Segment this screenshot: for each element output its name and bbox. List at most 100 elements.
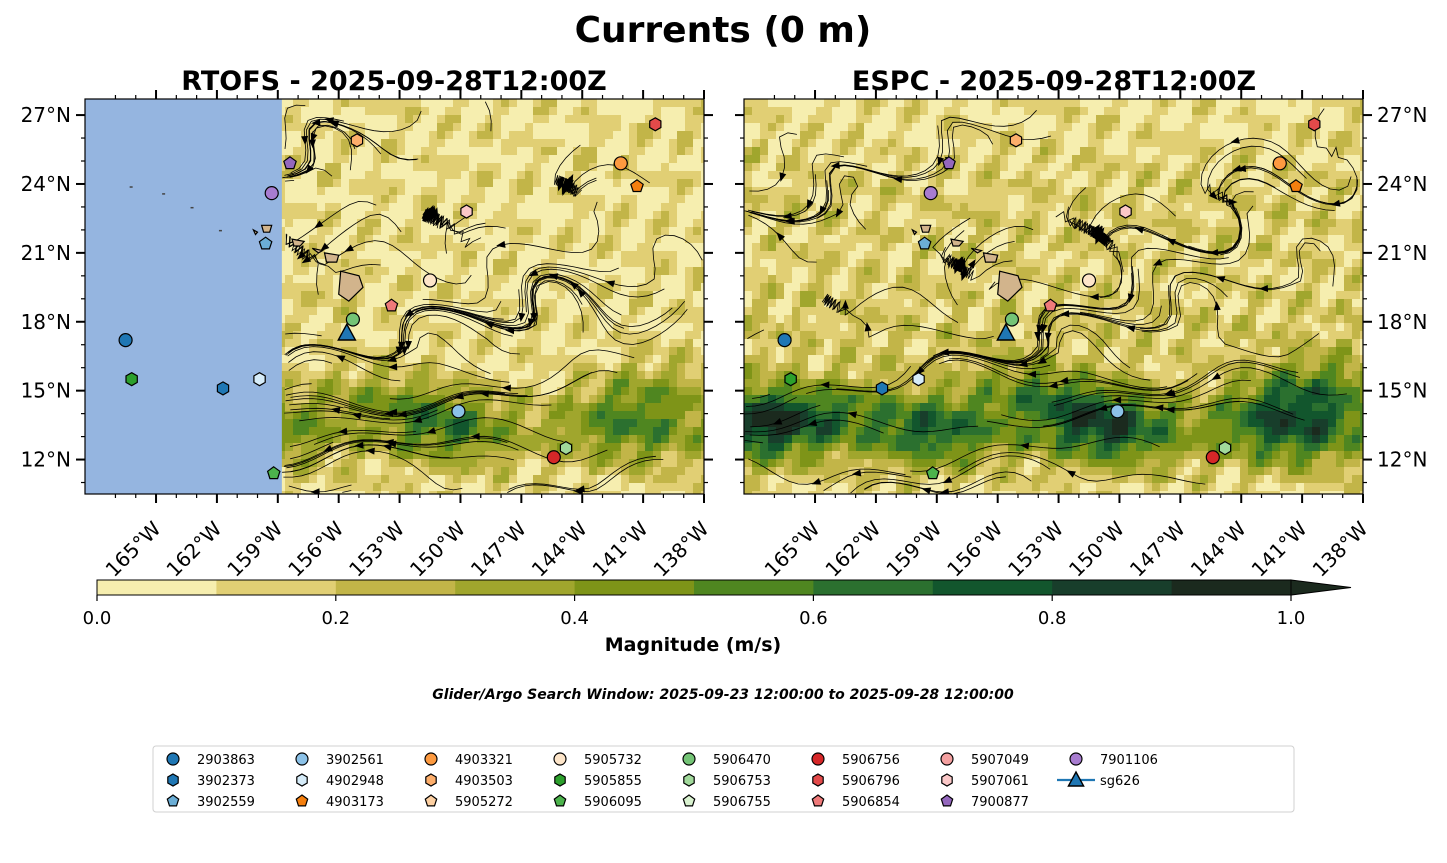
island-shape xyxy=(291,238,306,247)
island-shape xyxy=(338,270,364,302)
rtofs-ytick-label: 12°N xyxy=(21,448,71,472)
pentagon-marker-icon xyxy=(295,794,309,807)
colorbar-tick-label: 0.2 xyxy=(321,608,350,629)
circle-marker-icon xyxy=(424,752,438,766)
hexagon-marker-icon xyxy=(941,773,953,787)
island-shape xyxy=(252,228,259,236)
espc-ytick-label: 27°N xyxy=(1377,103,1427,127)
colorbar-segment xyxy=(455,580,576,595)
espc-map-area xyxy=(744,99,1363,494)
pentagon-marker-icon xyxy=(283,156,297,170)
circle-marker-icon xyxy=(422,273,438,288)
colorbar-tick-label: 0.4 xyxy=(560,608,589,629)
legend-item: 4903503 xyxy=(425,773,513,789)
legend-label: 5906753 xyxy=(713,774,771,789)
pentagon-marker-icon xyxy=(917,236,932,250)
circle-marker-icon xyxy=(1069,752,1083,766)
legend-item: 7900877 xyxy=(940,794,1029,810)
legend-label: 7901106 xyxy=(1100,753,1158,768)
circle-marker-icon xyxy=(1004,312,1019,327)
obs-marker-5906854 xyxy=(1043,298,1058,312)
rtofs-streamlines xyxy=(282,101,703,494)
hexagon-marker-icon xyxy=(425,773,437,787)
obs-marker-4903503 xyxy=(1009,133,1023,148)
hexagon-marker-icon xyxy=(1119,204,1132,219)
obs-marker-2903863 xyxy=(777,333,792,348)
espc-xtick-label: 162°W xyxy=(820,516,885,581)
legend: 2903863 3902373 3902559 3902561 4902948 49031… xyxy=(152,745,1295,813)
rtofs-ytick-label: 27°N xyxy=(21,103,71,127)
obs-marker-4903173 xyxy=(630,179,644,193)
rtofs-ytick-label: 15°N xyxy=(21,379,71,403)
hexagon-marker-icon xyxy=(1009,133,1023,148)
legend-label: 5907049 xyxy=(971,753,1029,768)
triangle-marker-icon xyxy=(337,322,357,341)
obs-marker-5906753 xyxy=(559,440,573,456)
legend-label: 5905732 xyxy=(584,753,642,768)
rtofs-xtick-label: 150°W xyxy=(405,516,470,581)
atoll-icon xyxy=(218,229,222,232)
triangle-marker-icon xyxy=(996,322,1016,341)
colorbar-segment xyxy=(813,580,934,595)
colorbar-segment xyxy=(932,580,1053,595)
legend-item: 5906470 xyxy=(682,752,771,768)
obs-marker-5906756 xyxy=(1205,450,1220,465)
pentagon-marker-icon xyxy=(424,794,438,807)
colorbar-tick-label: 0.0 xyxy=(83,608,112,629)
obs-marker-4902948 xyxy=(253,372,266,387)
pentagon-marker-icon xyxy=(682,794,696,807)
circle-marker-icon xyxy=(613,156,628,171)
colorbar-segment xyxy=(97,580,217,595)
obs-marker-3902561 xyxy=(451,404,466,419)
atoll-icon xyxy=(129,186,133,188)
island-shape xyxy=(950,238,965,247)
obs-marker-5905855 xyxy=(784,372,797,387)
legend-item: 5905855 xyxy=(554,773,642,789)
obs-marker-4903173 xyxy=(1289,179,1303,193)
pentagon-marker-icon xyxy=(925,466,940,480)
colorbar-tick-label: 0.6 xyxy=(799,608,828,629)
obs-marker-7901106 xyxy=(264,186,279,201)
hexagon-marker-icon xyxy=(460,204,473,219)
legend-item: 3902559 xyxy=(166,794,255,810)
legend-item: 5906756 xyxy=(811,752,900,768)
legend-label: 5905855 xyxy=(584,774,642,789)
espc-ytick-label: 15°N xyxy=(1377,379,1427,403)
legend-label: 3902561 xyxy=(326,753,384,768)
legend-item: 4902948 xyxy=(296,773,384,789)
rtofs-map-area xyxy=(85,99,704,494)
hexagon-marker-icon xyxy=(554,773,566,787)
obs-marker-5905855 xyxy=(125,372,138,387)
rtofs-xtick-label: 153°W xyxy=(344,516,409,581)
island-shape xyxy=(970,247,984,254)
obs-marker-3902559 xyxy=(258,236,273,250)
legend-item: 4903321 xyxy=(424,752,513,768)
circle-marker-icon xyxy=(166,752,180,766)
espc-title: ESPC - 2025-09-28T12:00Z xyxy=(852,66,1256,97)
obs-marker-5907061 xyxy=(1119,204,1132,219)
espc-xtick-label: 138°W xyxy=(1308,516,1373,581)
obs-marker-5906796 xyxy=(649,117,662,132)
pentagon-marker-icon xyxy=(630,179,644,193)
rtofs-xtick-label: 147°W xyxy=(466,516,531,581)
pentagon-marker-icon xyxy=(258,236,273,250)
espc-xtick-label: 150°W xyxy=(1064,516,1129,581)
hexagon-marker-icon xyxy=(784,372,797,387)
pentagon-marker-icon xyxy=(1043,298,1058,312)
hexagon-marker-icon xyxy=(683,773,695,787)
legend-label: 5906095 xyxy=(584,795,642,810)
colorbar-label: Magnitude (m/s) xyxy=(605,634,782,656)
obs-marker-4903321 xyxy=(613,156,628,171)
rtofs-frame xyxy=(84,98,705,495)
legend-label: 4903503 xyxy=(455,774,513,789)
circle-marker-icon xyxy=(451,404,466,419)
pentagon-marker-icon xyxy=(553,794,567,807)
legend-label: 5906755 xyxy=(713,795,771,810)
colorbar-tick-label: 0.8 xyxy=(1038,608,1067,629)
obs-marker-5906470 xyxy=(345,312,360,327)
legend-label: 4903321 xyxy=(455,753,513,768)
circle-marker-icon xyxy=(1110,404,1125,419)
legend-label: 7900877 xyxy=(971,795,1029,810)
circle-marker-icon xyxy=(923,186,938,201)
